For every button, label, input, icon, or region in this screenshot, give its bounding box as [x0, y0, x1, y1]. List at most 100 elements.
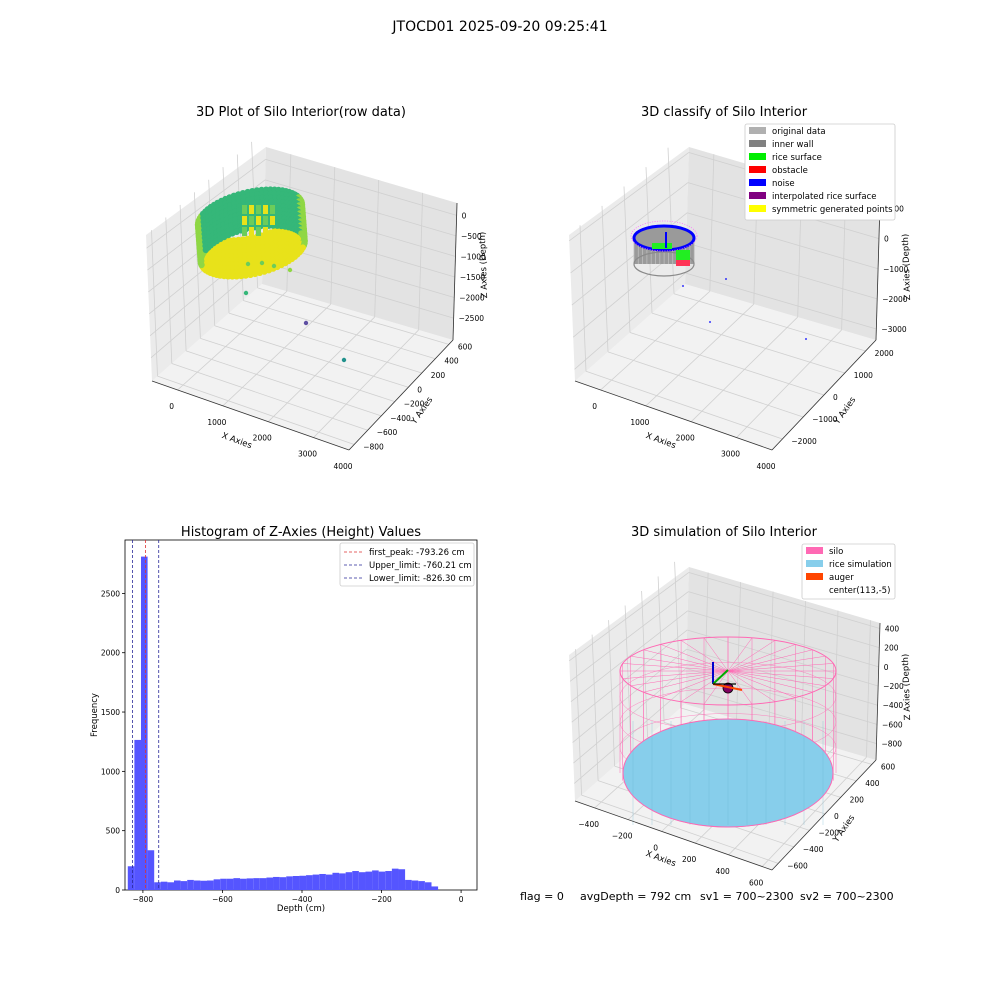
y-tick-label: 600	[881, 762, 896, 771]
panel-classify-3d: 3D classify of Silo Interior 0 1000 2000 30…	[569, 105, 913, 471]
histogram-bar	[266, 877, 274, 890]
grid-line	[574, 272, 686, 370]
y-tick-label: −600	[377, 428, 398, 437]
histogram-bar	[345, 872, 353, 890]
grid-line	[687, 629, 879, 687]
x-tick-label: 0	[592, 402, 597, 411]
legend-label: original data	[772, 127, 826, 137]
x-tick-label: −600	[212, 895, 233, 904]
y-tick-label: 200	[850, 795, 865, 804]
grid-line	[629, 332, 825, 396]
legend-swatch	[749, 192, 766, 199]
raw-3d-points	[194, 186, 347, 363]
histogram-bar	[398, 869, 406, 890]
y-tick-label: 2000	[875, 349, 894, 358]
raw-wall-patch	[263, 205, 268, 214]
y-tick-label: −800	[363, 443, 384, 452]
grid-line	[673, 293, 866, 352]
grid-line	[267, 316, 375, 422]
x-tick-label: −400	[578, 820, 599, 829]
legend-swatch	[749, 179, 766, 186]
histogram-bar	[226, 878, 234, 890]
histogram-bar	[411, 880, 419, 890]
legend-label: first_peak: -793.26 cm	[369, 548, 465, 558]
grid-line	[573, 668, 687, 764]
grid-line	[222, 303, 332, 407]
x-tick-label: 0	[653, 843, 658, 852]
y-tick-label: 1000	[101, 767, 120, 776]
y-tick-label: 400	[444, 357, 459, 366]
legend-label: noise	[772, 179, 795, 189]
histogram-bar	[279, 877, 287, 890]
z-tick-label: −2500	[459, 314, 485, 323]
histogram-bar	[306, 875, 313, 890]
grid-line	[686, 212, 879, 270]
grid-line	[374, 180, 380, 318]
raw-outlier-point	[341, 357, 347, 363]
x-tick-label: −200	[612, 832, 633, 841]
grid-line	[688, 591, 880, 649]
legend-swatch	[749, 127, 766, 134]
grid-line	[185, 350, 382, 417]
grid-line	[151, 230, 158, 377]
legend-swatch	[749, 205, 766, 212]
histogram-bar	[286, 876, 293, 890]
grid-line	[418, 192, 424, 330]
x-tick-label: 200	[682, 855, 697, 864]
noise-point	[805, 338, 807, 340]
rice-surface-patch	[676, 250, 690, 260]
grid-line	[709, 154, 715, 292]
histogram-bar	[134, 739, 141, 890]
raw-wall-patch	[249, 216, 254, 225]
histogram-bar	[259, 878, 267, 890]
grid-line	[569, 152, 690, 242]
rice-surface-patch	[652, 243, 672, 249]
histogram-bar	[213, 879, 221, 890]
grid-line	[651, 312, 845, 374]
raw-3d-ticks: 01000200030004000−800−600−400−2000200400…	[151, 202, 486, 471]
simulation-title: 3D simulation of Silo Interior	[631, 525, 818, 540]
raw-wall-patch	[270, 216, 275, 225]
grid-line	[685, 272, 877, 330]
grid-line	[179, 204, 187, 351]
silo-roof-spoke	[727, 670, 796, 698]
obstacle-patch	[676, 260, 690, 266]
legend-label: silo	[829, 547, 843, 557]
legend-swatch	[806, 560, 823, 567]
grid-line	[624, 605, 632, 752]
x-tick-label: 0	[169, 402, 174, 411]
y-tick-label: −400	[390, 414, 411, 423]
silo-roof-spoke	[703, 670, 729, 705]
x-tick-label: 4000	[333, 462, 352, 471]
histogram-bar	[240, 878, 247, 890]
x-tick-label: 3000	[721, 450, 740, 459]
raw-outlier-point	[287, 267, 293, 273]
histogram-bar	[418, 881, 425, 890]
grid-line	[866, 620, 871, 758]
classify-x-axis-label: X Axies	[644, 431, 677, 451]
histogram-bar	[200, 880, 208, 890]
y-tick-label: 2000	[101, 649, 120, 658]
panel-raw-title: 3D Plot of Silo Interior(row data)	[196, 105, 406, 120]
z-tick-label: −200	[883, 682, 904, 691]
x-tick-label: 600	[749, 879, 764, 888]
z-axis-line	[875, 622, 881, 761]
y-tick-label: −200	[404, 400, 425, 409]
classify-legend: original data inner wall rice surface obsta…	[744, 123, 896, 221]
histogram-bar	[319, 873, 326, 890]
grid-line	[574, 687, 686, 784]
histogram-title: Histogram of Z-Axies (Height) Values	[181, 525, 421, 540]
histogram-x-axis-label: Depth (cm)	[277, 904, 325, 914]
histogram-bar	[372, 870, 379, 890]
raw-wall-patch	[249, 227, 254, 236]
simulation-x-axis-label: X Axies	[644, 849, 677, 869]
silo-roof-spoke	[660, 644, 729, 672]
raw-x-axis-label: X Axies	[220, 431, 253, 451]
silo-roof-spoke	[622, 663, 729, 672]
raw-outlier-point	[243, 290, 249, 296]
grid-line	[165, 217, 173, 364]
legend-box	[339, 542, 475, 587]
grid-line	[674, 561, 681, 708]
x-tick-label: 2000	[253, 434, 272, 443]
raw-wall-patch	[263, 227, 268, 236]
